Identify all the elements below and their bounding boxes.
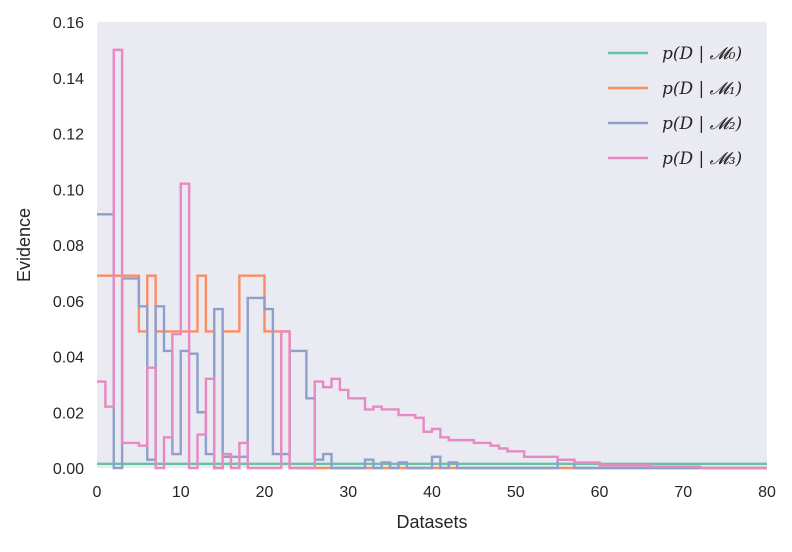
y-tick-label: 0.14: [53, 71, 84, 88]
y-tick-label: 0.16: [53, 15, 84, 32]
y-tick-label: 0.06: [53, 294, 84, 311]
legend-label-m0: p(D | 𝓜₀): [662, 44, 742, 64]
legend: p(D | 𝓜₀) p(D | 𝓜₁) p(D | 𝓜₂) p(D | 𝓜₃): [608, 44, 742, 169]
x-tick-label: 60: [591, 484, 609, 501]
y-axis-label: Evidence: [14, 208, 34, 282]
series-line-m2: [97, 213, 767, 470]
plot-background: [97, 22, 767, 468]
x-tick-label: 40: [423, 484, 441, 501]
y-axis-ticks: 0.00 0.02 0.04 0.06 0.08 0.10 0.12 0.14 0.16: [53, 15, 84, 478]
y-tick-label: 0.12: [53, 127, 84, 144]
legend-label-m1: p(D | 𝓜₁): [662, 79, 742, 99]
x-tick-label: 10: [172, 484, 190, 501]
y-tick-label: 0.08: [53, 238, 84, 255]
x-tick-label: 50: [507, 484, 525, 501]
y-tick-label: 0.10: [53, 182, 84, 199]
y-tick-label: 0.04: [53, 350, 84, 367]
x-tick-label: 0: [93, 484, 102, 501]
series-line-m3: [97, 48, 767, 470]
x-tick-label: 30: [339, 484, 357, 501]
x-tick-label: 20: [256, 484, 274, 501]
x-axis-label: Datasets: [396, 512, 467, 532]
x-tick-label: 80: [758, 484, 776, 501]
series-layer: [97, 48, 767, 470]
legend-label-m2: p(D | 𝓜₂): [662, 114, 742, 134]
legend-label-m3: p(D | 𝓜₃): [662, 149, 742, 169]
y-tick-label: 0.02: [53, 405, 84, 422]
y-tick-label: 0.00: [53, 461, 84, 478]
x-tick-label: 70: [674, 484, 692, 501]
x-axis-ticks: 0 10 20 30 40 50 60 70 80: [93, 484, 776, 501]
